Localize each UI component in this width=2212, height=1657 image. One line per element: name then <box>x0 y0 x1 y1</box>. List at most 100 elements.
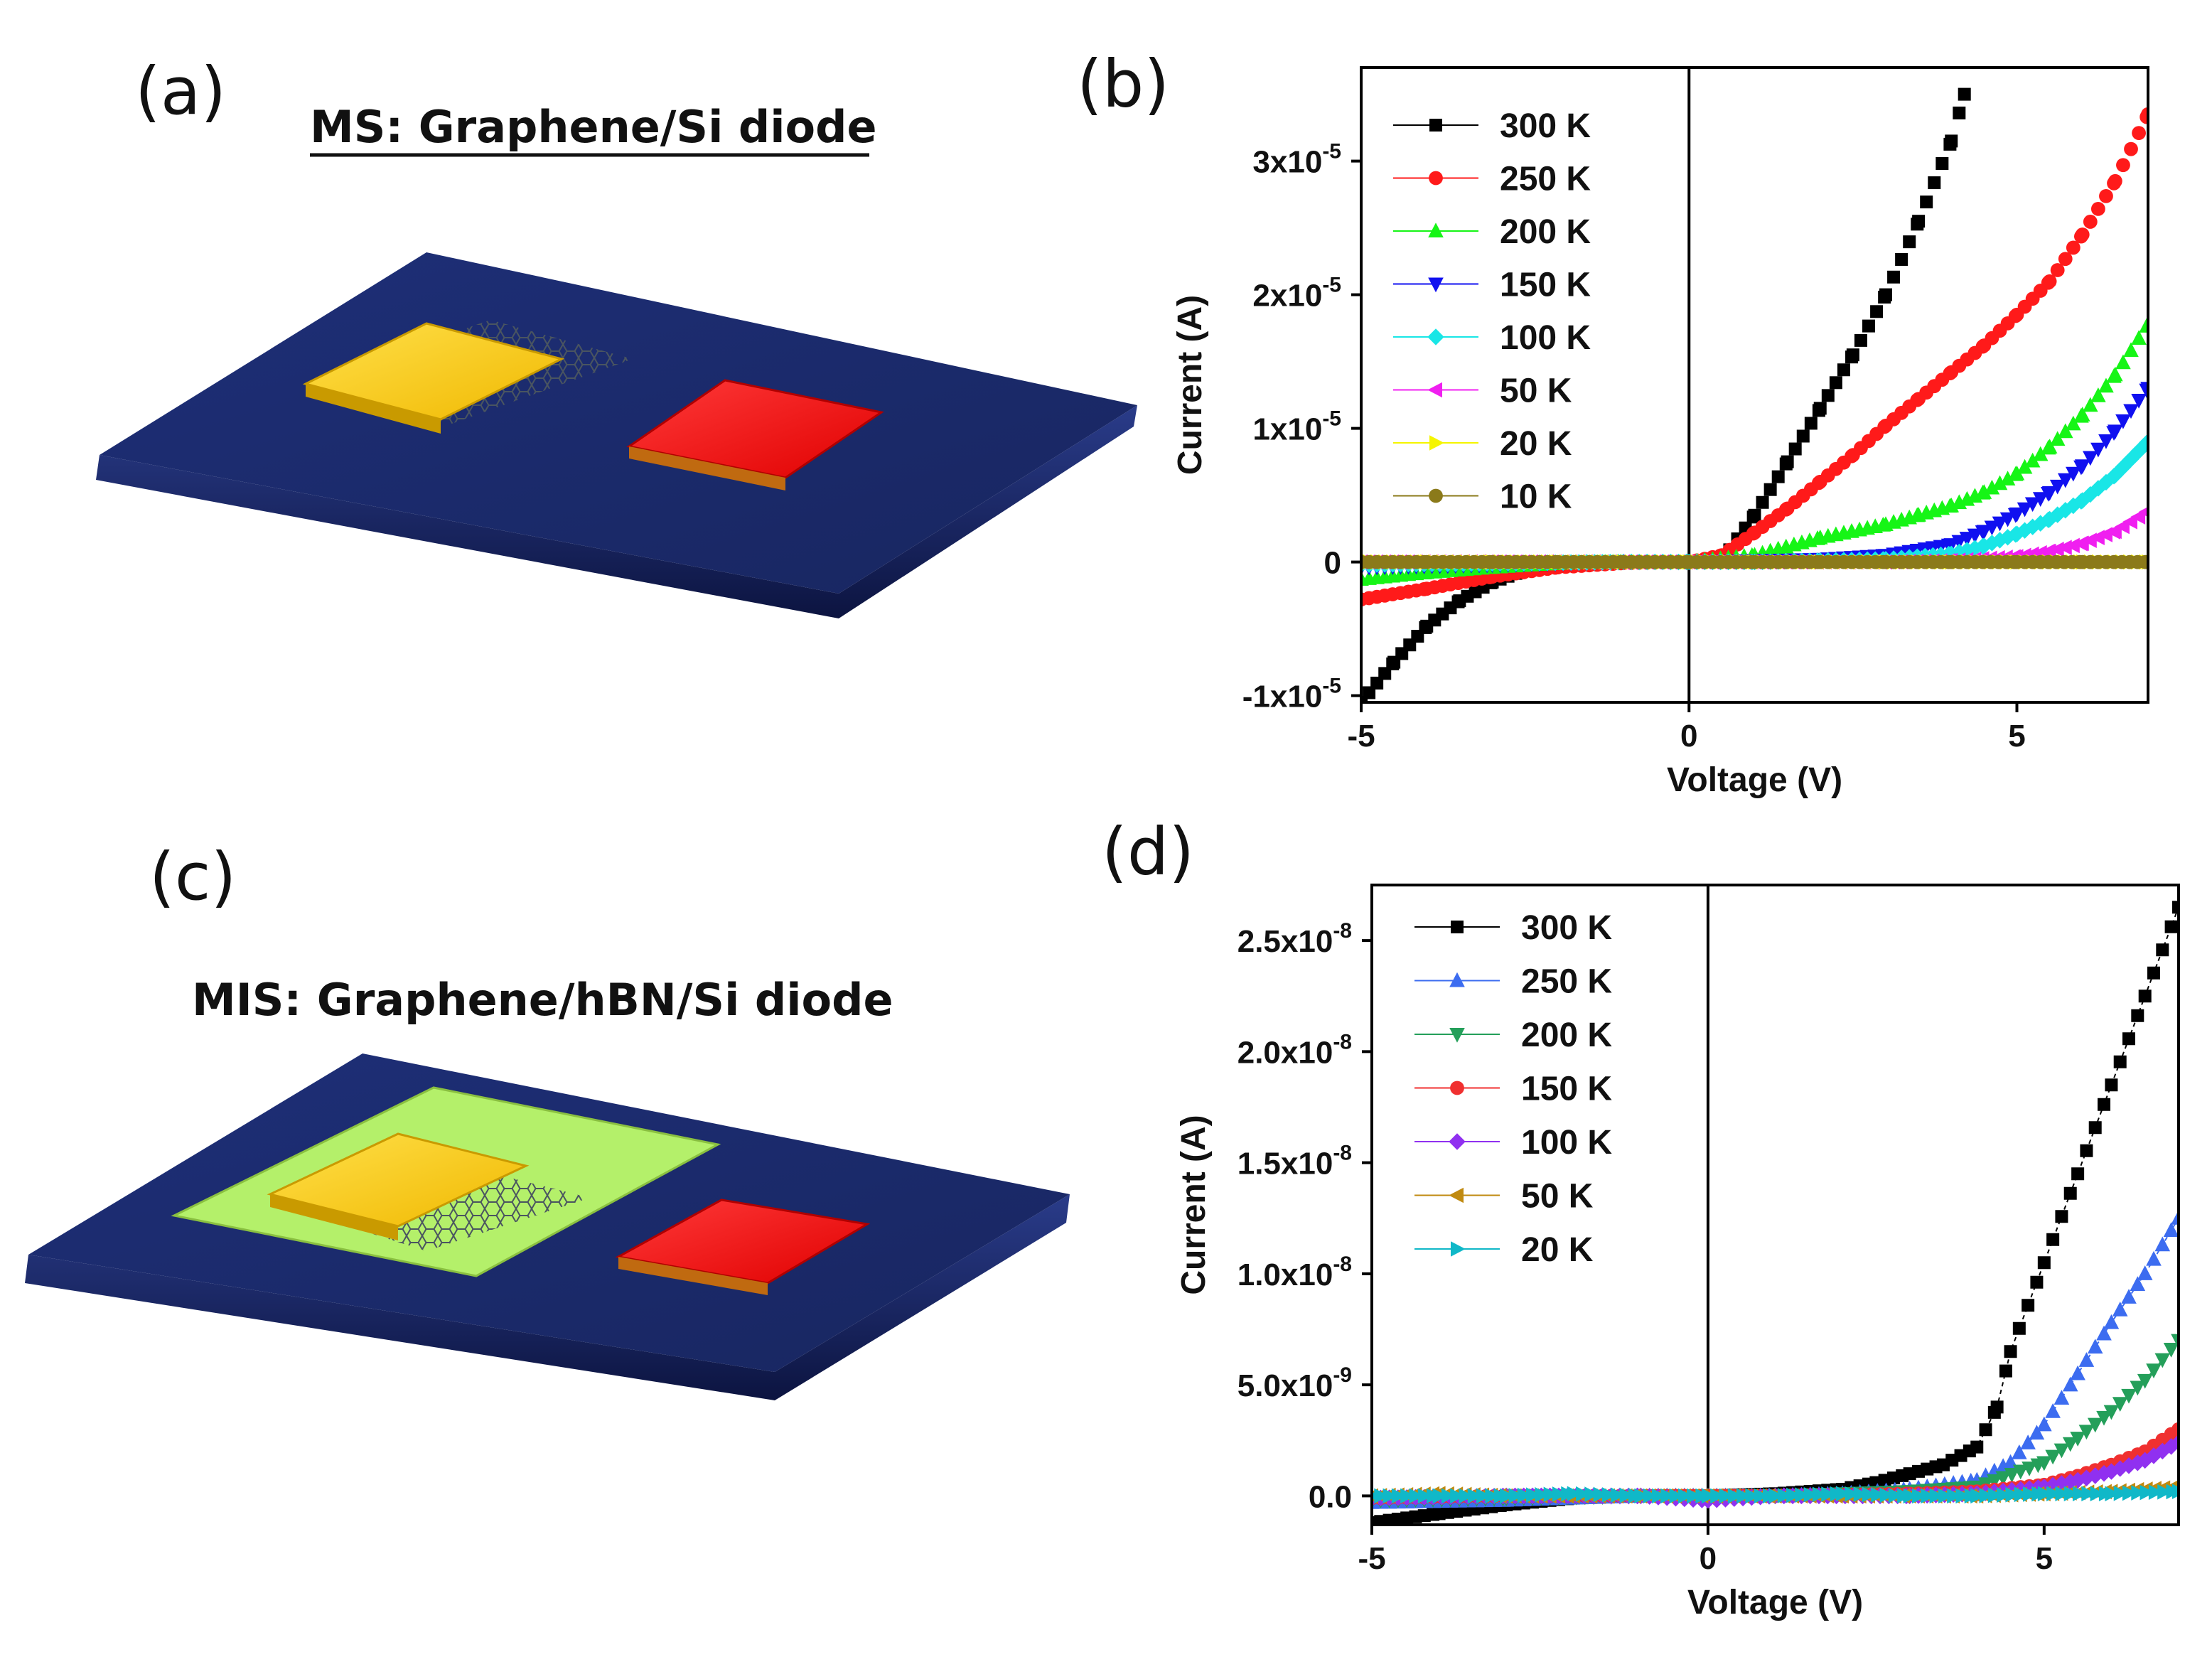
data-point <box>2070 1432 2085 1447</box>
legend-item: 10 K <box>1393 478 1572 516</box>
data-point <box>2170 1434 2179 1452</box>
data-point <box>2090 442 2106 458</box>
data-point <box>1576 1486 1591 1502</box>
data-point <box>2012 1444 2027 1459</box>
data-point <box>1999 529 2017 546</box>
legend-item: 300 K <box>1393 107 1591 145</box>
data-point <box>2122 451 2139 468</box>
data-point <box>1976 525 1992 540</box>
data-point <box>2074 492 2091 509</box>
data-point <box>1853 1486 1869 1502</box>
legend-label: 50 K <box>1500 372 1572 410</box>
y-tick-label: 2x10-5 <box>1252 274 1341 313</box>
legend-label: 250 K <box>1521 963 1612 1001</box>
data-point <box>1862 1486 1877 1503</box>
data-point <box>1813 402 1827 415</box>
data-point <box>2137 1265 2153 1280</box>
red-electrode-base <box>618 1257 768 1295</box>
data-point <box>1862 319 1876 333</box>
panel-d-label: (d) <box>1102 814 1194 890</box>
data-point <box>2171 1422 2179 1437</box>
data-point <box>1552 1486 1567 1502</box>
data-point <box>1911 1488 1927 1504</box>
y-tick-label: -1x10-5 <box>1242 675 1341 714</box>
data-point <box>2063 1186 2077 1200</box>
legend-marker <box>1429 119 1442 132</box>
data-point <box>2115 414 2131 429</box>
data-point <box>1947 1488 1962 1504</box>
data-point <box>1921 1488 1936 1504</box>
data-point <box>2090 202 2105 216</box>
data-point <box>2036 1416 2052 1432</box>
data-point <box>2090 387 2106 402</box>
data-point <box>2098 377 2114 393</box>
legend-item: 100 K <box>1414 1124 1612 1162</box>
substrate-edge <box>96 405 1137 618</box>
data-point <box>2087 1339 2103 1354</box>
data-point <box>2023 1486 2038 1502</box>
legend-label: 10 K <box>1500 478 1572 516</box>
ms-device-illustration <box>96 252 1137 618</box>
data-point <box>1836 1486 1851 1502</box>
data-point <box>1955 1488 1971 1504</box>
data-point <box>2055 1210 2068 1223</box>
data-point <box>2065 497 2082 515</box>
data-point <box>2080 1144 2093 1157</box>
data-point <box>1417 1488 1433 1504</box>
legend-label: 50 K <box>1521 1178 1594 1216</box>
data-point <box>2070 1365 2085 1380</box>
data-point <box>2121 1289 2137 1304</box>
legend-marker <box>1429 171 1443 186</box>
legend-marker <box>1429 488 1443 503</box>
data-point <box>2057 423 2073 439</box>
data-point <box>1953 106 1966 119</box>
data-point <box>2108 173 2122 188</box>
data-point <box>2163 1343 2179 1358</box>
data-point <box>2147 966 2161 980</box>
data-point <box>1660 1488 1675 1504</box>
data-point <box>2024 452 2041 468</box>
data-point <box>2172 1484 2179 1499</box>
data-point <box>1888 1487 1904 1503</box>
data-point <box>1508 1488 1524 1503</box>
data-point <box>1710 1488 1725 1504</box>
data-point <box>2012 1321 2026 1335</box>
data-point <box>1979 1423 1992 1437</box>
data-point <box>1812 1486 1827 1503</box>
data-point <box>2014 1486 2029 1503</box>
data-point <box>2112 1460 2129 1477</box>
data-point <box>2005 1486 2021 1503</box>
legend-marker <box>1450 1080 1464 1095</box>
data-point <box>2024 497 2041 513</box>
data-point <box>1995 1471 2011 1486</box>
data-point <box>1903 235 1916 249</box>
data-point <box>2140 382 2148 397</box>
legend-item: 250 K <box>1414 963 1612 1001</box>
legend-marker <box>1449 1187 1464 1203</box>
red-electrode <box>615 1198 871 1285</box>
data-point <box>2129 1454 2147 1471</box>
data-point <box>1651 1488 1667 1504</box>
series-line <box>1372 1218 2179 1503</box>
data-point <box>1677 1488 1693 1504</box>
gold-electrode-side <box>306 384 441 434</box>
legend-label: 20 K <box>1500 425 1572 463</box>
data-point <box>2172 901 2179 914</box>
data-point <box>1517 1487 1532 1503</box>
data-point <box>2096 1325 2112 1341</box>
data-point <box>1975 537 1993 554</box>
data-point <box>2004 1345 2017 1358</box>
data-point <box>1727 1488 1743 1504</box>
data-point <box>2049 542 2064 557</box>
data-point <box>2141 107 2148 122</box>
data-point <box>2049 479 2066 495</box>
legend-marker <box>1429 435 1444 451</box>
data-point <box>1409 1488 1424 1504</box>
data-point <box>1999 1364 2012 1378</box>
legend-label: 300 K <box>1500 107 1591 145</box>
data-point <box>2103 1314 2120 1329</box>
data-point <box>1938 1488 1953 1504</box>
data-point <box>2113 1055 2127 1068</box>
data-point <box>2121 1388 2137 1404</box>
data-point <box>1611 1487 1626 1503</box>
